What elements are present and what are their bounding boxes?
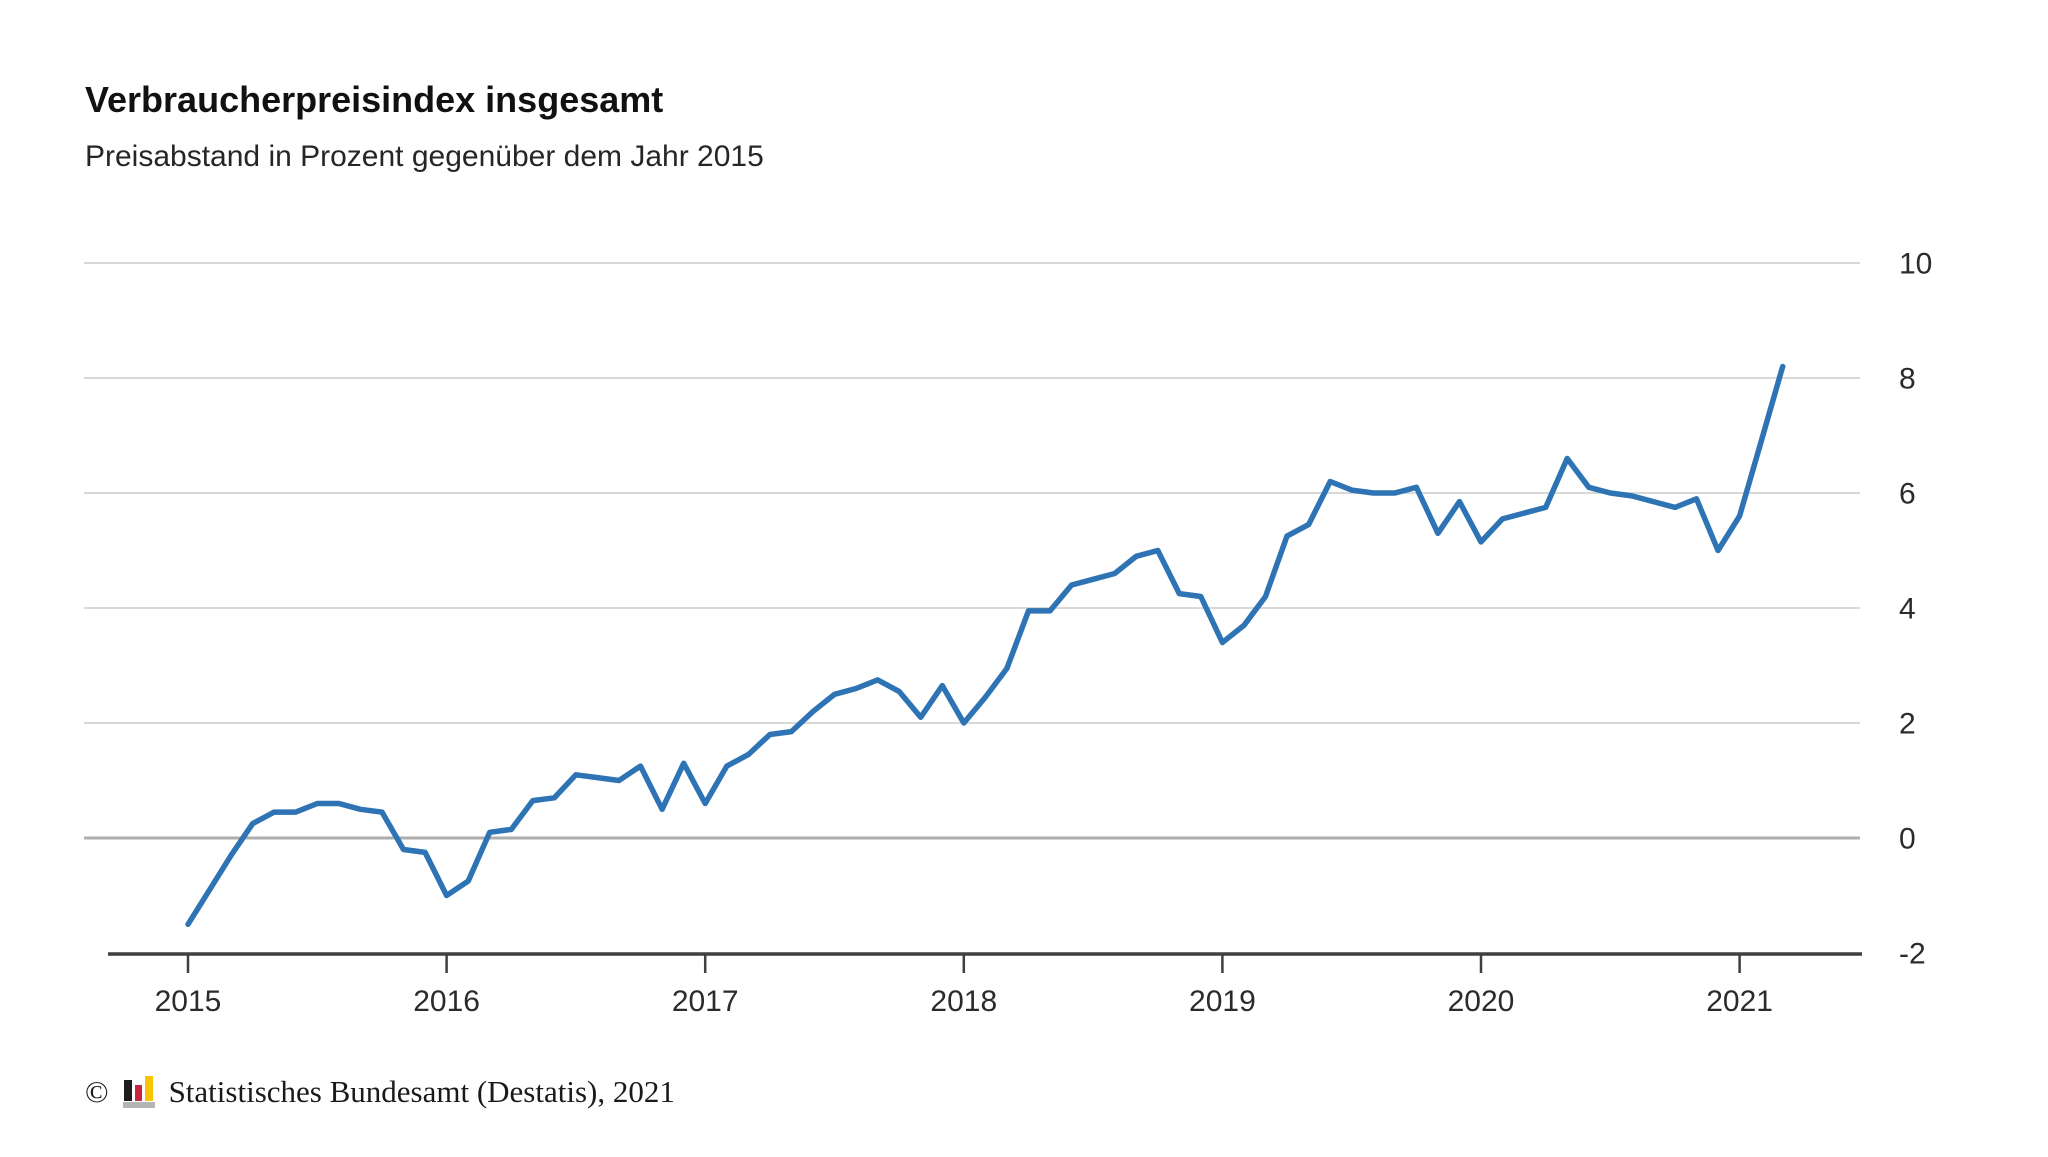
cpi-data-line <box>185 363 1786 928</box>
source-attribution: © Statistisches Bundesamt (Destatis), 20… <box>85 1072 675 1110</box>
y-axis-tick-label: 8 <box>1899 363 1916 396</box>
logo-bar-red <box>134 1085 142 1101</box>
y-axis-tick-label: -2 <box>1899 938 1926 971</box>
destatis-logo-icon <box>122 1072 157 1108</box>
y-axis-tick-label: 2 <box>1899 708 1916 741</box>
x-axis-tick-label: 2018 <box>930 985 997 1018</box>
x-axis-tick-label: 2016 <box>413 985 480 1018</box>
y-axis-tick-label: 0 <box>1899 823 1916 856</box>
logo-bar-base <box>122 1102 155 1108</box>
logo-bar-black <box>123 1080 132 1101</box>
y-axis-tick-label: 4 <box>1899 593 1916 626</box>
chart-header: Verbraucherpreisindex insgesamt Preisabs… <box>85 78 764 175</box>
x-axis-tick-label: 2015 <box>155 985 222 1018</box>
x-axis-tick-label: 2020 <box>1448 985 1515 1018</box>
y-axis-tick-label: 6 <box>1899 478 1916 511</box>
x-axis-tick-label: 2017 <box>672 985 739 1018</box>
logo-bar-gold <box>144 1076 153 1101</box>
source-text: Statistisches Bundesamt (Destatis), 2021 <box>168 1074 675 1109</box>
chart-subtitle: Preisabstand in Prozent gegenüber dem Ja… <box>85 140 764 174</box>
x-axis-tick-label: 2021 <box>1706 985 1773 1018</box>
x-axis-tick-label: 2019 <box>1189 985 1256 1018</box>
copyright-symbol: © <box>85 1074 109 1109</box>
y-axis-tick-label: 10 <box>1899 248 1932 281</box>
chart-title: Verbraucherpreisindex insgesamt <box>85 79 664 120</box>
